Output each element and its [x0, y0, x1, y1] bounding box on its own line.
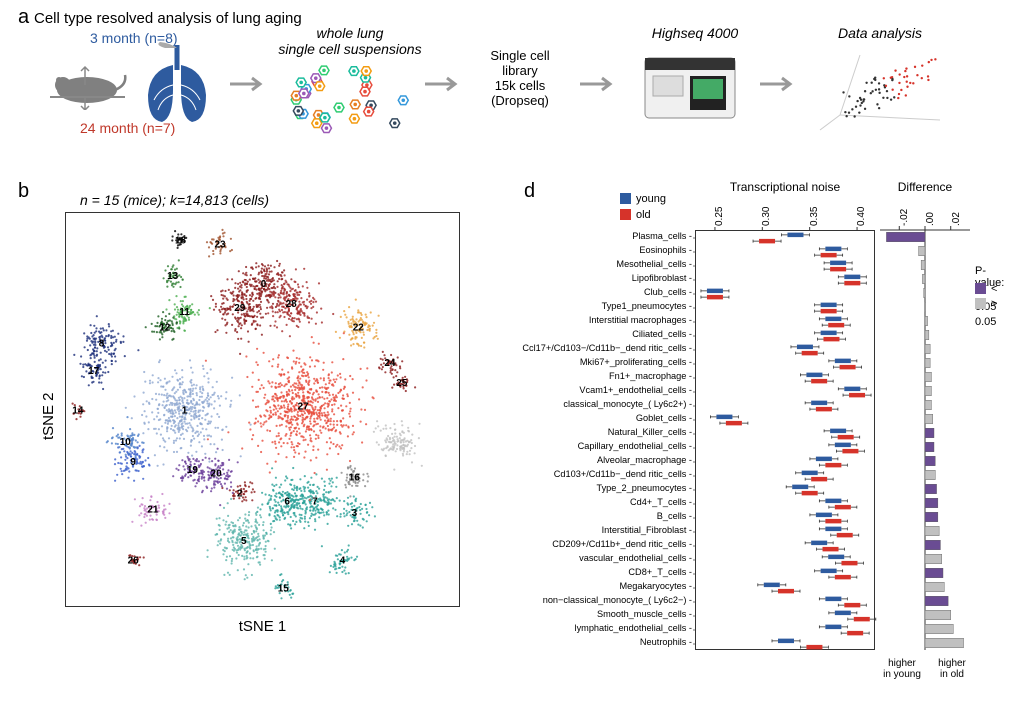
celltype-label: B_cells - — [522, 511, 692, 521]
noise-tick: 0.25 — [714, 207, 725, 226]
celltype-label: Megakaryocytes - — [522, 581, 692, 591]
celltype-label: Type1_pneumocytes - — [522, 301, 692, 311]
svg-text:21: 21 — [147, 504, 159, 515]
svg-text:2: 2 — [237, 488, 243, 499]
celltype-label: vascular_endothelial_cells - — [522, 553, 692, 563]
tsne-xlabel: tSNE 1 — [65, 618, 460, 635]
svg-text:1: 1 — [182, 406, 188, 417]
celltype-label: Club_cells - — [522, 287, 692, 297]
noise-tick: 0.40 — [856, 207, 867, 226]
svg-text:11: 11 — [179, 307, 190, 318]
sequencer-label: Highseq 4000 — [635, 25, 755, 41]
mouse-icon — [45, 55, 130, 110]
diff-tick: .00 — [925, 212, 936, 226]
celltype-label: Alveolar_macrophage - — [522, 455, 692, 465]
arrow-icon — [760, 75, 795, 93]
bottom-right-label: higherin old — [928, 658, 976, 680]
diff-tick: .02 — [951, 212, 962, 226]
noise-boxplot — [695, 230, 875, 650]
celltype-label: Ccl17+/Cd103−/Cd11b−_dend ritic_cells - — [522, 343, 692, 353]
svg-text:19: 19 — [187, 465, 199, 476]
suspension-label: whole lungsingle cell suspensions — [270, 25, 430, 57]
celltype-label: Lipofibroblast - — [522, 273, 692, 283]
panel-d-noise: young old Transcriptional noise Differen… — [520, 180, 1010, 690]
svg-text:4: 4 — [340, 556, 346, 567]
celltype-label: Mesothelial_cells - — [522, 259, 692, 269]
celltype-label: Capillary_endothelial_cells - — [522, 441, 692, 451]
diff-barplot — [880, 230, 970, 650]
svg-text:9: 9 — [130, 457, 136, 468]
lung-icon — [140, 40, 215, 130]
svg-text:0: 0 — [261, 279, 267, 290]
svg-text:18: 18 — [175, 236, 187, 247]
svg-text:12: 12 — [159, 323, 171, 334]
celltype-label: Natural_Killer_cells - — [522, 427, 692, 437]
sequencer-icon — [635, 48, 745, 128]
celltype-label: Vcam1+_endothelial_cells - — [522, 385, 692, 395]
arrow-icon — [425, 75, 460, 93]
panel-b-tsne: n = 15 (mice); k=14,813 (cells) tSNE 2 0… — [20, 180, 500, 680]
svg-text:27: 27 — [297, 402, 309, 413]
diff-axis-title: Difference — [880, 180, 970, 194]
bottom-left-label: higherin young — [878, 658, 926, 680]
celltype-label: classical_monocyte_( Ly6c2+) - — [522, 399, 692, 409]
svg-text:3: 3 — [352, 508, 358, 519]
celltype-label: Smooth_muscle_cells - — [522, 609, 692, 619]
library-text: Single celllibrary15k cells(Dropseq) — [470, 48, 570, 108]
svg-text:24: 24 — [384, 358, 396, 369]
svg-text:14: 14 — [72, 406, 84, 417]
cell-suspension-icon — [285, 60, 415, 140]
svg-text:10: 10 — [120, 437, 132, 448]
celltype-label: Cd103+/Cd11b−_dend ritic_cells - — [522, 469, 692, 479]
svg-text:7: 7 — [312, 496, 318, 507]
arrow-icon — [230, 75, 265, 93]
panel-a-title: Cell type resolved analysis of lung agin… — [34, 10, 302, 27]
svg-text:28: 28 — [286, 299, 298, 310]
panel-a-workflow: Cell type resolved analysis of lung agin… — [20, 10, 1004, 160]
diff-tick: -.02 — [899, 209, 910, 226]
svg-text:6: 6 — [284, 496, 290, 507]
svg-text:29: 29 — [234, 303, 246, 314]
pvalue-nonsig: > 0.05 — [975, 295, 1010, 331]
svg-text:17: 17 — [88, 366, 100, 377]
noise-tick: 0.35 — [809, 207, 820, 226]
celltype-label: Cd4+_T_cells - — [522, 497, 692, 507]
celltype-label: CD209+/Cd11b+_dend ritic_cells - — [522, 539, 692, 549]
celltype-label: Plasma_cells - — [522, 231, 692, 241]
celltype-label: Mki67+_proliferating_cells - — [522, 357, 692, 367]
svg-text:26: 26 — [128, 556, 140, 567]
celltype-label: Ciliated_cells - — [522, 329, 692, 339]
svg-text:13: 13 — [167, 271, 179, 282]
celltype-label: Interstitial macrophages - — [522, 315, 692, 325]
celltype-label: Goblet_cells - — [522, 413, 692, 423]
celltype-label: Neutrophils - — [522, 637, 692, 647]
tsne-plot: 0123456789101112131415161718192021222324… — [65, 212, 460, 607]
svg-text:20: 20 — [211, 469, 223, 480]
celltype-label: Eosinophils - — [522, 245, 692, 255]
celltype-label: lymphatic_endothelial_cells - — [522, 623, 692, 633]
noise-tick: 0.30 — [761, 207, 772, 226]
arrow-icon — [580, 75, 615, 93]
noise-axis-title: Transcriptional noise — [705, 180, 865, 194]
celltype-label: Type_2_pneumocytes - — [522, 483, 692, 493]
celltype-label: CD8+_T_cells - — [522, 567, 692, 577]
tsne-caption: n = 15 (mice); k=14,813 (cells) — [80, 192, 269, 208]
svg-text:23: 23 — [214, 240, 226, 251]
celltype-label: non−classical_monocyte_( Ly6c2−) - — [522, 595, 692, 605]
svg-text:25: 25 — [396, 378, 408, 389]
analysis-3d-icon — [810, 45, 960, 135]
celltype-label: Fn1+_macrophage - — [522, 371, 692, 381]
svg-text:8: 8 — [99, 338, 105, 349]
svg-text:15: 15 — [278, 583, 290, 594]
tsne-ylabel: tSNE 2 — [40, 392, 57, 440]
celltype-label: Interstitial_Fibroblast - — [522, 525, 692, 535]
legend-old: old — [620, 206, 651, 224]
svg-text:5: 5 — [241, 536, 247, 547]
analysis-label: Data analysis — [820, 25, 940, 41]
svg-text:16: 16 — [349, 473, 361, 484]
svg-text:22: 22 — [353, 323, 365, 334]
